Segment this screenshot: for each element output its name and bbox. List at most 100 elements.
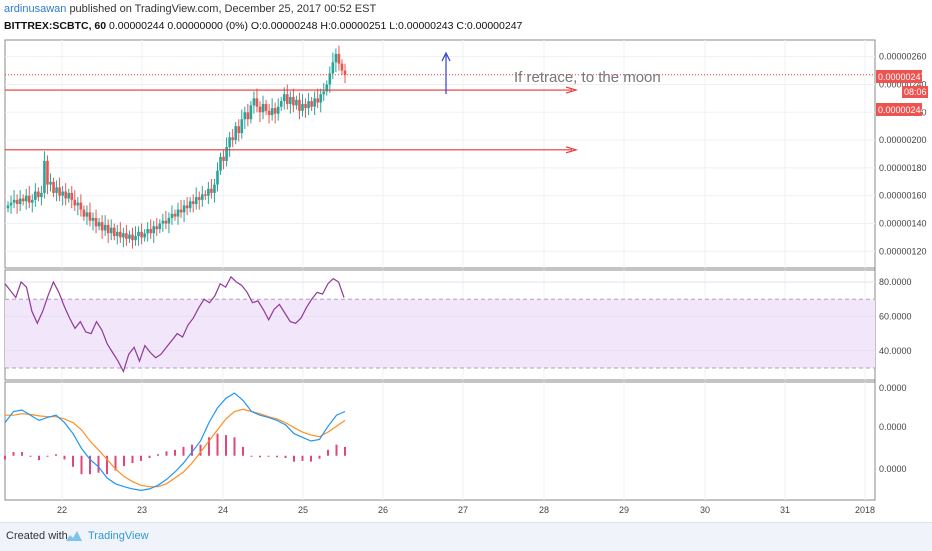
candle-body bbox=[119, 231, 122, 238]
candle-body bbox=[204, 194, 207, 196]
candle-body bbox=[188, 201, 192, 209]
x-tick-label: 25 bbox=[298, 505, 308, 515]
candle-body bbox=[88, 212, 92, 221]
macd-histogram-bar bbox=[284, 455, 287, 458]
tradingview-brand[interactable]: TradingView bbox=[88, 530, 149, 542]
candle-body bbox=[343, 70, 347, 75]
candle-body bbox=[143, 233, 146, 238]
candle-body bbox=[298, 99, 301, 111]
candle-body bbox=[216, 170, 219, 185]
x-tick-label: 22 bbox=[57, 505, 67, 515]
candle-body bbox=[264, 103, 268, 111]
macd-histogram-bar bbox=[233, 437, 236, 456]
candle-body bbox=[270, 108, 274, 116]
candle-body bbox=[322, 91, 326, 95]
candle-body bbox=[167, 217, 171, 224]
macd-histogram-bar bbox=[165, 451, 168, 456]
candle-body bbox=[40, 192, 43, 198]
bid-price-tag bbox=[876, 103, 922, 116]
candle-body bbox=[240, 119, 244, 134]
candle-body bbox=[325, 84, 329, 92]
candle-body bbox=[255, 98, 259, 107]
macd-tick-label: 0.0000 bbox=[879, 464, 907, 474]
candle-body bbox=[319, 94, 323, 103]
candle-body bbox=[179, 209, 183, 213]
candle-body bbox=[9, 202, 13, 206]
candle-body bbox=[49, 181, 52, 185]
candle-body bbox=[34, 191, 37, 200]
candle-body bbox=[295, 99, 298, 106]
macd-histogram-bar bbox=[276, 455, 278, 458]
candle-body bbox=[273, 108, 277, 114]
candle-body bbox=[328, 73, 332, 85]
x-tick-label: 30 bbox=[700, 505, 710, 515]
candle-body bbox=[55, 187, 58, 193]
rsi-tick-label: 40.0000 bbox=[879, 346, 912, 356]
candle-body bbox=[258, 106, 262, 113]
x-tick-label: 29 bbox=[619, 505, 629, 515]
candle-body bbox=[12, 199, 16, 203]
candle-body bbox=[122, 233, 125, 238]
symbol-label: BITTREX:SCBTC, 60 bbox=[4, 20, 107, 32]
candle-body bbox=[289, 97, 292, 104]
macd-histogram-bar bbox=[29, 455, 32, 457]
macd-tick-label: 0.0000 bbox=[879, 422, 907, 432]
candle-body bbox=[282, 94, 286, 102]
candle-body bbox=[100, 222, 104, 231]
annotation-text: If retrace, to the moon bbox=[514, 69, 661, 86]
candle-body bbox=[301, 103, 304, 111]
macd-histogram-bar bbox=[123, 455, 125, 467]
candle-body bbox=[18, 198, 22, 205]
macd-histogram-bar bbox=[242, 446, 244, 456]
candle-body bbox=[30, 199, 34, 203]
macd-histogram-bar bbox=[259, 455, 261, 458]
candle-body bbox=[267, 110, 271, 116]
countdown-tag bbox=[902, 86, 928, 98]
candle-body bbox=[185, 205, 189, 209]
macd-histogram-bar bbox=[199, 444, 202, 456]
candle-body bbox=[158, 223, 162, 230]
x-tick-label: 28 bbox=[539, 505, 549, 515]
macd-histogram-bar bbox=[63, 455, 66, 460]
candle-body bbox=[161, 220, 165, 224]
candle-body bbox=[222, 156, 225, 161]
candle-body bbox=[276, 106, 280, 114]
rsi-tick-label: 60.0000 bbox=[879, 311, 912, 321]
author-link[interactable]: ardinusawan bbox=[4, 3, 67, 15]
macd-histogram-bar bbox=[131, 455, 134, 464]
macd-line bbox=[4, 392, 346, 492]
candle-body bbox=[79, 202, 83, 210]
candle-body bbox=[58, 187, 61, 196]
macd-signal-line bbox=[5, 408, 346, 488]
x-tick-label: 26 bbox=[378, 505, 388, 515]
candle-body bbox=[246, 112, 250, 120]
candle-body bbox=[164, 220, 168, 224]
macd-histogram-bar bbox=[318, 455, 321, 459]
created-with-label: Created with bbox=[6, 530, 68, 542]
candle-body bbox=[337, 53, 341, 64]
candle-body bbox=[24, 195, 28, 202]
candle-body bbox=[231, 137, 234, 141]
candle-body bbox=[228, 137, 231, 148]
x-tick-label: 23 bbox=[137, 505, 147, 515]
chart-canvas[interactable]: 0.000002600.000002400.000002200.00000200… bbox=[0, 0, 932, 522]
candle-body bbox=[316, 98, 319, 103]
price-tick-label: 0.00000120 bbox=[879, 246, 927, 256]
candle-body bbox=[94, 217, 98, 227]
candle-body bbox=[52, 181, 55, 193]
rsi-band bbox=[5, 299, 875, 368]
macd-histogram-bar bbox=[55, 454, 57, 456]
candle-body bbox=[176, 209, 180, 217]
ray-arrowhead bbox=[565, 86, 579, 94]
macd-histogram-bar bbox=[89, 455, 91, 475]
macd-histogram-bar bbox=[310, 455, 312, 462]
candle-body bbox=[97, 222, 101, 227]
macd-histogram-bar bbox=[327, 449, 329, 456]
tradingview-logo-icon bbox=[66, 531, 82, 541]
candle-body bbox=[252, 98, 256, 106]
candle-body bbox=[313, 98, 316, 107]
macd-histogram-bar bbox=[182, 446, 185, 456]
candle-body bbox=[109, 227, 113, 234]
macd-histogram-bar bbox=[344, 446, 346, 456]
macd-histogram-bar bbox=[114, 455, 117, 471]
